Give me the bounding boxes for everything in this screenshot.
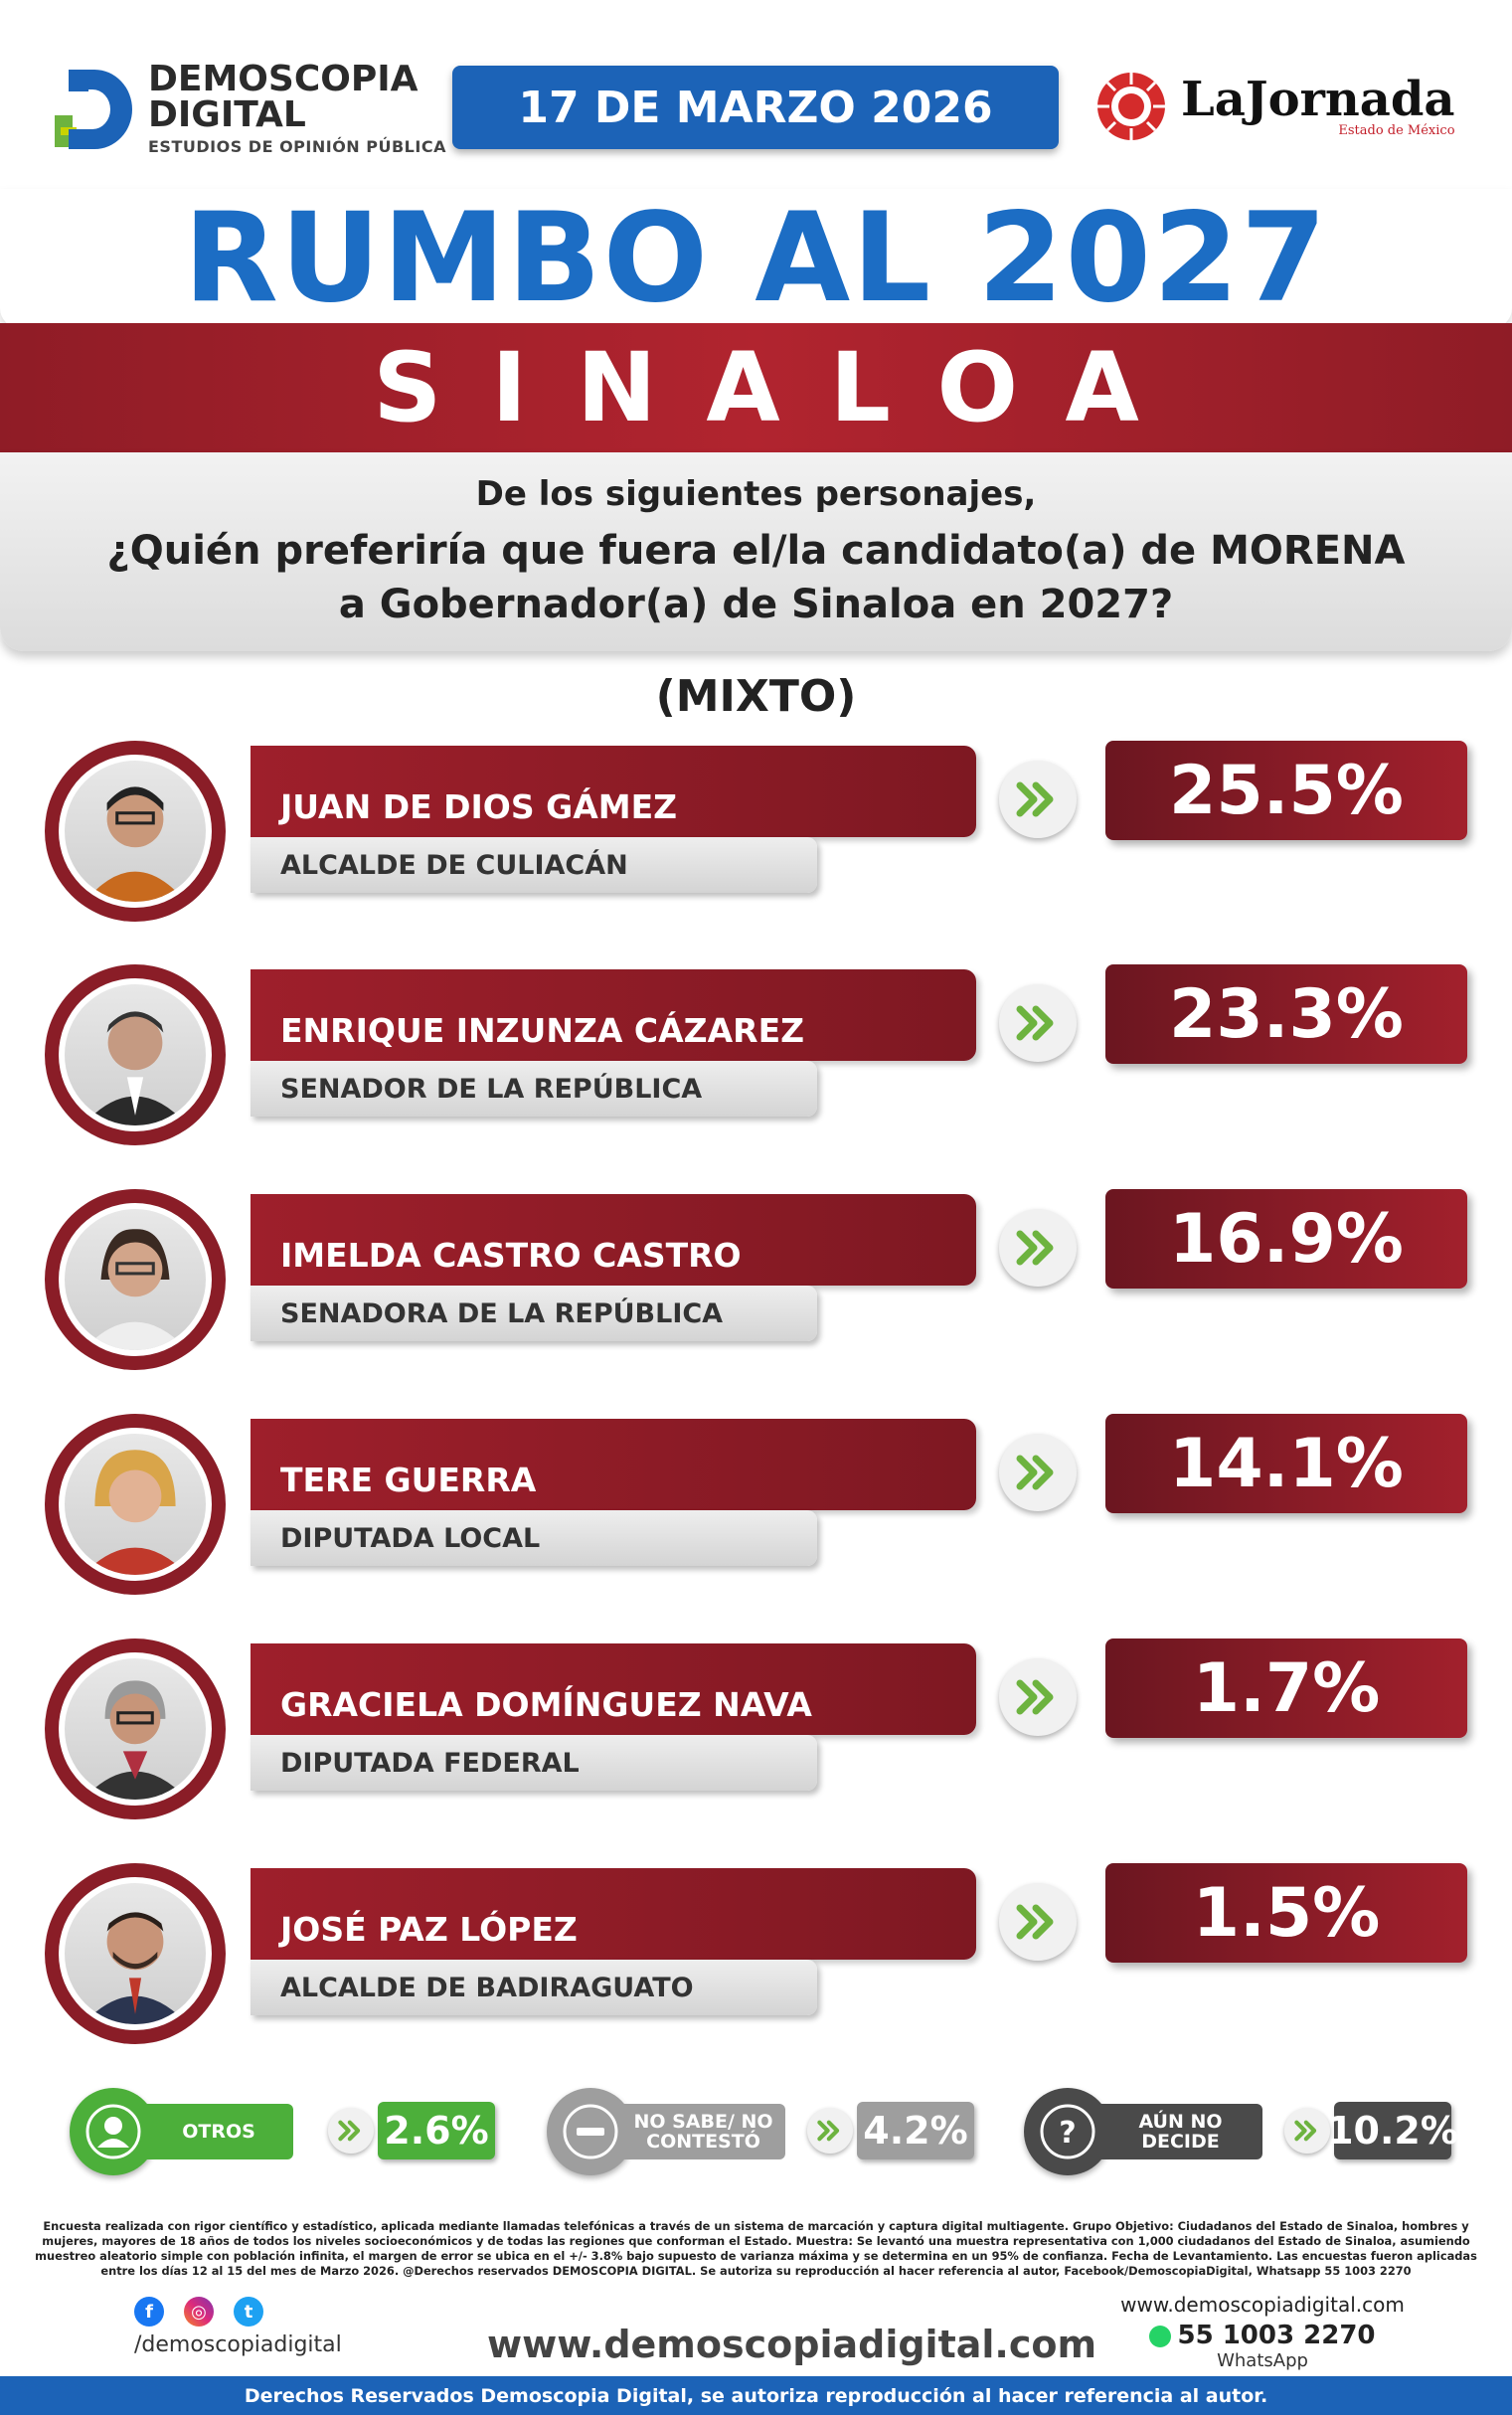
candidate-role: SENADOR DE LA REPÚBLICA: [251, 1061, 817, 1117]
whatsapp-icon: [1149, 2325, 1172, 2347]
candidate-name: TERE GUERRA: [251, 1419, 976, 1510]
whatsapp-label: WhatsApp: [1217, 2350, 1308, 2371]
la-jornada-logo: LaJornada Estado de México: [1093, 62, 1471, 151]
double-chevron-right-icon: [999, 1883, 1077, 1961]
double-chevron-right-icon: [328, 2108, 374, 2154]
double-chevron-right-icon: [999, 1209, 1077, 1287]
header: DEMOSCOPIA DIGITAL ESTUDIOS DE OPINIÓN P…: [0, 0, 1512, 179]
candidate-name: IMELDA CASTRO CASTRO: [251, 1194, 976, 1286]
candidate-percentage: 16.9%: [1105, 1189, 1467, 1289]
state-title: SINALOA: [373, 332, 1189, 443]
avatar: [45, 1639, 226, 1819]
no-sabe-label: NO SABE/ NO CONTESTÓ: [621, 2104, 785, 2159]
svg-text:?: ?: [1059, 2116, 1076, 2151]
candidate-name: JOSÉ PAZ LÓPEZ: [251, 1868, 976, 1960]
methodology-text: Encuesta realizada con rigor científico …: [35, 2219, 1477, 2278]
candidate-name: JUAN DE DIOS GÁMEZ: [251, 746, 976, 837]
candidate-percentage: 23.3%: [1105, 964, 1467, 1064]
candidate-percentage: 1.7%: [1105, 1639, 1467, 1738]
question-line-2: ¿Quién preferiría que fuera el/la candid…: [106, 528, 1406, 574]
aun-no-decide-item: ? AÚN NO DECIDE 10.2%: [1024, 2088, 1481, 2177]
person-photo-icon: [65, 1883, 206, 2024]
double-chevron-right-icon: [1284, 2108, 1330, 2154]
double-chevron-right-icon: [807, 2108, 853, 2154]
others-item: OTROS 2.6%: [70, 2088, 517, 2177]
social-links: f ◎ t /demoscopiadigital: [134, 2297, 342, 2357]
candidate-role: DIPUTADA FEDERAL: [251, 1735, 817, 1791]
candidate-row: JUAN DE DIOS GÁMEZ ALCALDE DE CULIACÁN 2…: [0, 741, 1512, 922]
demoscopia-logo: DEMOSCOPIA DIGITAL ESTUDIOS DE OPINIÓN P…: [55, 62, 446, 156]
double-chevron-right-icon: [999, 761, 1077, 838]
question-line-3: a Gobernador(a) de Sinaloa en 2027?: [338, 582, 1174, 627]
candidate-name: ENRIQUE INZUNZA CÁZAREZ: [251, 969, 976, 1061]
demoscopia-d-logo-icon: [55, 66, 136, 153]
person-photo-icon: [65, 761, 206, 902]
candidate-role: ALCALDE DE CULIACÁN: [251, 837, 817, 893]
user-icon: [70, 2088, 157, 2175]
survey-mode: (MIXTO): [655, 671, 857, 722]
avatar: [45, 1414, 226, 1595]
avatar: [45, 741, 226, 922]
avatar: [45, 1189, 226, 1370]
avatar: [45, 1863, 226, 2044]
candidate-row: JOSÉ PAZ LÓPEZ ALCALDE DE BADIRAGUATO 1.…: [0, 1863, 1512, 2044]
brand-line-1: DEMOSCOPIA: [148, 59, 419, 99]
others-label: OTROS: [144, 2104, 293, 2159]
candidate-role: ALCALDE DE BADIRAGUATO: [251, 1960, 817, 2015]
candidate-role: SENADORA DE LA REPÚBLICA: [251, 1286, 817, 1341]
person-photo-icon: [65, 984, 206, 1125]
candidate-percentage: 1.5%: [1105, 1863, 1467, 1963]
others-percentage: 2.6%: [378, 2102, 495, 2159]
avatar: [45, 964, 226, 1145]
facebook-icon[interactable]: f: [134, 2297, 164, 2327]
double-chevron-right-icon: [999, 1658, 1077, 1736]
aun-no-decide-percentage: 10.2%: [1327, 2102, 1458, 2159]
candidate-percentage: 25.5%: [1105, 741, 1467, 840]
candidate-row: TERE GUERRA DIPUTADA LOCAL 14.1%: [0, 1414, 1512, 1595]
brand-line-2: DIGITAL: [148, 94, 306, 135]
person-photo-icon: [65, 1209, 206, 1350]
state-banner: SINALOA: [0, 323, 1512, 452]
partner-sub: Estado de México: [1338, 122, 1455, 138]
twitter-icon[interactable]: t: [234, 2297, 263, 2327]
person-photo-icon: [65, 1434, 206, 1575]
website-link[interactable]: www.demoscopiadigital.com: [487, 2323, 1097, 2366]
website-small[interactable]: www.demoscopiadigital.com: [1120, 2293, 1405, 2317]
question-box: De los siguientes personajes, ¿Quién pre…: [0, 452, 1512, 651]
instagram-icon[interactable]: ◎: [184, 2297, 214, 2327]
phone-number: 55 1003 2270: [1113, 2321, 1412, 2350]
question-mark-icon: ?: [1024, 2088, 1111, 2175]
person-photo-icon: [65, 1658, 206, 1800]
candidate-role: DIPUTADA LOCAL: [251, 1510, 817, 1566]
double-chevron-right-icon: [999, 984, 1077, 1062]
candidate-row: GRACIELA DOMÍNGUEZ NAVA DIPUTADA FEDERAL…: [0, 1639, 1512, 1819]
minus-icon: [547, 2088, 634, 2175]
aun-no-decide-label: AÚN NO DECIDE: [1098, 2104, 1262, 2159]
partner-name: LaJornada: [1181, 71, 1455, 127]
question-line-1: De los siguientes personajes,: [475, 474, 1037, 514]
title-banner: RUMBO AL 2027: [0, 187, 1512, 330]
contact-info: www.demoscopiadigital.com 55 1003 2270 W…: [1113, 2293, 1412, 2371]
rights-bar: Derechos Reservados Demoscopia Digital, …: [0, 2376, 1512, 2415]
phone-value: 55 1003 2270: [1177, 2321, 1376, 2350]
sun-emblem-icon: [1097, 73, 1165, 140]
no-sabe-item: NO SABE/ NO CONTESTÓ 4.2%: [547, 2088, 994, 2177]
double-chevron-right-icon: [999, 1434, 1077, 1511]
candidate-percentage: 14.1%: [1105, 1414, 1467, 1513]
date-badge: 17 DE MARZO 2026: [452, 66, 1059, 149]
social-handle: /demoscopiadigital: [134, 2332, 342, 2357]
no-sabe-percentage: 4.2%: [857, 2102, 974, 2159]
main-title: RUMBO AL 2027: [183, 187, 1329, 330]
candidate-row: ENRIQUE INZUNZA CÁZAREZ SENADOR DE LA RE…: [0, 964, 1512, 1145]
candidate-name: GRACIELA DOMÍNGUEZ NAVA: [251, 1643, 976, 1735]
brand-tagline: ESTUDIOS DE OPINIÓN PÚBLICA: [148, 137, 446, 156]
candidate-row: IMELDA CASTRO CASTRO SENADORA DE LA REPÚ…: [0, 1189, 1512, 1370]
